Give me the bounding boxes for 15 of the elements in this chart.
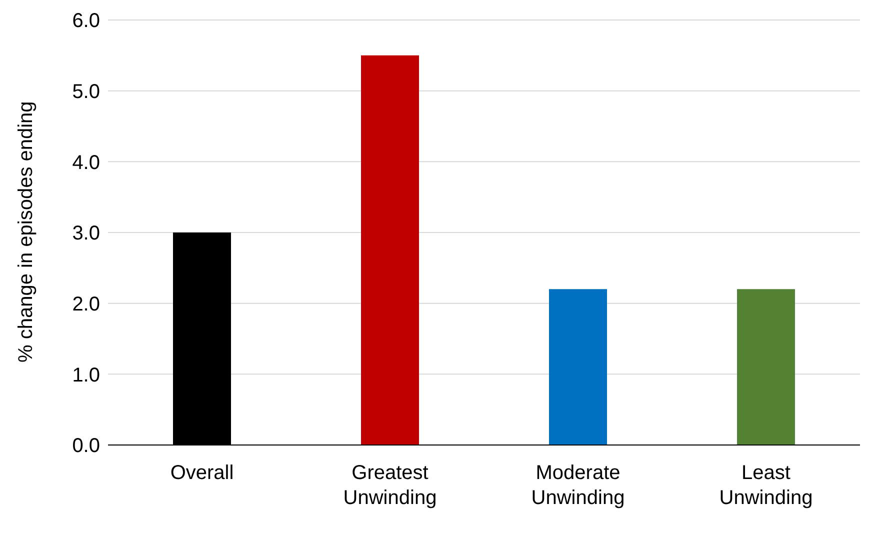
x-tick-label: Greatest Unwinding — [343, 462, 437, 509]
x-tick-label: Overall — [170, 462, 234, 484]
y-axis-title: % change in episodes ending — [15, 101, 38, 362]
y-tick-label: 6.0 — [72, 10, 100, 32]
y-tick-label: 0.0 — [72, 435, 100, 458]
y-tick-label: 4.0 — [72, 152, 100, 174]
x-tick-label: Moderate Unwinding — [531, 462, 625, 509]
y-tick-label: 5.0 — [72, 80, 100, 103]
y-tick-label: 3.0 — [72, 222, 100, 245]
y-tick-label: 1.0 — [72, 364, 100, 386]
bar — [361, 55, 419, 445]
y-tick-label: 2.0 — [72, 293, 100, 316]
x-tick-label: Least Unwinding — [719, 462, 813, 509]
bar — [549, 289, 607, 445]
bar — [737, 289, 795, 445]
